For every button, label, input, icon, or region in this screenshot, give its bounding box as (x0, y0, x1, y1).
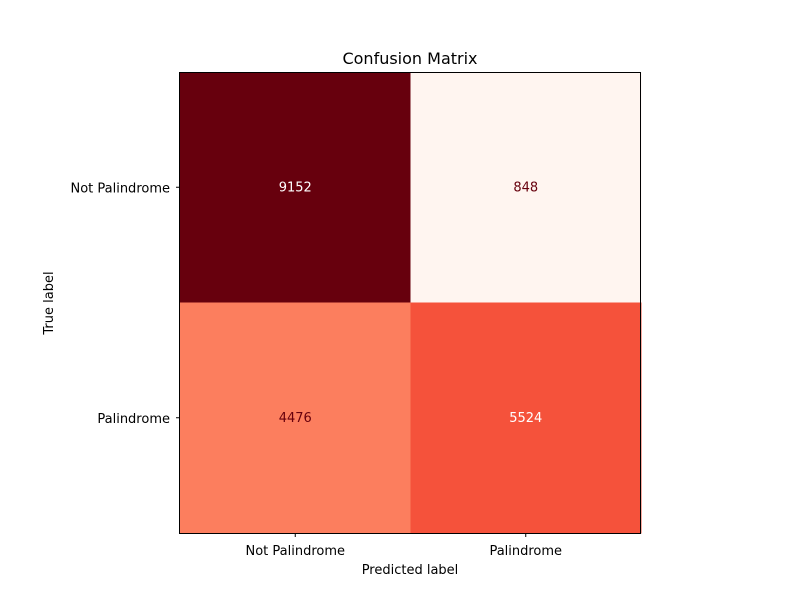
heatmap-cell-r1-c1 (410, 302, 642, 534)
x-tick-label-1: Palindrome (489, 544, 562, 559)
heatmap-cell-r0-c0 (180, 72, 411, 303)
heatmap-cell-r0-c1 (410, 72, 642, 303)
cell-value-label-r1-c1: 5524 (509, 411, 542, 426)
cell-value-label-r0-c0: 9152 (279, 180, 312, 195)
heatmap-cells (180, 72, 642, 534)
y-axis-label: True label (42, 271, 57, 335)
heatmap-cell-r1-c0 (180, 302, 411, 534)
chart-title: Confusion Matrix (342, 49, 477, 68)
x-axis-label: Predicted label (362, 563, 459, 578)
x-tick-label-0: Not Palindrome (245, 544, 345, 559)
x-axis-ticks: Not Palindrome Palindrome (245, 533, 562, 559)
cell-value-label-r1-c0: 4476 (279, 411, 312, 426)
y-tick-label-1: Palindrome (97, 412, 170, 427)
cell-value-labels: 9152 848 4476 5524 (279, 180, 543, 426)
y-tick-label-0: Not Palindrome (70, 181, 170, 196)
cell-value-label-r0-c1: 848 (513, 180, 538, 195)
plot-frame (179, 72, 641, 534)
y-axis-ticks: Not Palindrome Palindrome (70, 181, 180, 427)
